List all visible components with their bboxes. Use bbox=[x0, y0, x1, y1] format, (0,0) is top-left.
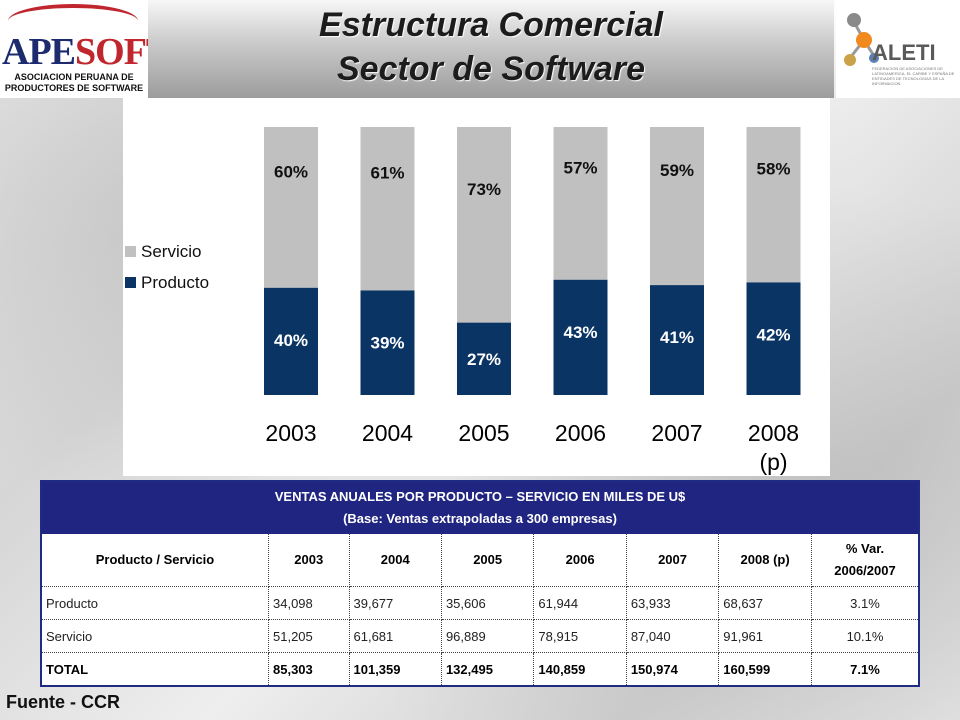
column-header: 2006 bbox=[533, 534, 627, 587]
legend-item-servicio: Servicio bbox=[125, 236, 209, 267]
data-label-servicio: 59% bbox=[660, 161, 694, 180]
bar-servicio-2007 bbox=[650, 127, 704, 286]
bar-servicio-2004 bbox=[360, 127, 415, 291]
x-tick-label: 2007 bbox=[651, 420, 702, 446]
stacked-bar-chart: 60% 40% 2003 61% 39% 2004 73% 27% 2005 57% 43% 2006… bbox=[264, 127, 801, 475]
table-row: Producto 34,098 39,677 35,606 61,944 63,933 68… bbox=[42, 586, 918, 620]
data-label-producto: 39% bbox=[370, 333, 404, 352]
table-cell: 34,098 bbox=[268, 586, 350, 620]
data-label-producto: 41% bbox=[660, 328, 694, 347]
table-cell: 39,677 bbox=[349, 586, 442, 620]
table-cell: 160,599 bbox=[718, 652, 812, 685]
bar-producto-2006 bbox=[553, 279, 608, 395]
aleti-wordmark: ALETI bbox=[872, 40, 936, 65]
apesoft-sub-line2: PRODUCTORES DE SOFTWARE bbox=[4, 83, 144, 93]
bar-producto-2008p bbox=[746, 282, 801, 395]
aleti-subtitle: FEDERACION DE ASOCIACIONES DE LATINOAMER… bbox=[872, 66, 955, 86]
x-tick-label: 2003 bbox=[265, 420, 316, 446]
bar-servicio-2008p bbox=[746, 127, 801, 283]
table-cell: 61,681 bbox=[349, 619, 442, 653]
apesoft-wordmark: APESOFT bbox=[2, 30, 171, 74]
table-caption-row: VENTAS ANUALES POR PRODUCTO – SERVICIO E… bbox=[42, 482, 918, 534]
data-label-servicio: 73% bbox=[467, 180, 501, 199]
bar-producto-2005 bbox=[457, 322, 511, 395]
variation-cell: 10.1% bbox=[811, 619, 918, 653]
table-cell: 85,303 bbox=[268, 652, 350, 685]
apesoft-subtitle: ASOCIACION PERUANA DE PRODUCTORES DE SOF… bbox=[4, 72, 144, 94]
data-label-servicio: 60% bbox=[274, 162, 308, 181]
page-title-line1: Estructura Comercial bbox=[319, 6, 663, 44]
data-label-servicio: 58% bbox=[756, 160, 790, 179]
variation-cell: 3.1% bbox=[811, 586, 918, 620]
x-tick-label: 2006 bbox=[555, 420, 606, 446]
table-cell: 78,915 bbox=[533, 619, 627, 653]
table-cell: 96,889 bbox=[441, 619, 535, 653]
row-label: Servicio bbox=[42, 619, 269, 653]
column-header: 2007 bbox=[626, 534, 720, 587]
table-cell: 63,933 bbox=[626, 586, 720, 620]
aleti-logo: ALETI FEDERACION DE ASOCIACIONES DE LATI… bbox=[836, 0, 960, 98]
title-band: Estructura Comercial Sector de Software bbox=[148, 0, 834, 98]
x-tick-label: 2005 bbox=[458, 420, 509, 446]
data-label-producto: 42% bbox=[756, 325, 790, 344]
data-label-servicio: 61% bbox=[370, 164, 404, 183]
page-title-line2: Sector de Software bbox=[337, 50, 645, 88]
table-caption-line1: VENTAS ANUALES POR PRODUCTO – SERVICIO E… bbox=[274, 489, 686, 504]
table-cell: 132,495 bbox=[441, 652, 535, 685]
apesoft-sub-line1: ASOCIACION PERUANA DE bbox=[14, 72, 134, 82]
table-row: Servicio 51,205 61,681 96,889 78,915 87,040 91… bbox=[42, 619, 918, 653]
x-tick-label: 2004 bbox=[362, 420, 413, 446]
legend-label-servicio: Servicio bbox=[141, 241, 202, 261]
source-note: Fuente - CCR bbox=[6, 692, 120, 712]
bar-producto-2003 bbox=[264, 287, 318, 395]
table-cell: 150,974 bbox=[626, 652, 720, 685]
table-cell: 101,359 bbox=[349, 652, 442, 685]
table-cell: 51,205 bbox=[268, 619, 350, 653]
bar-producto-2004 bbox=[360, 290, 415, 395]
sales-table: VENTAS ANUALES POR PRODUCTO – SERVICIO E… bbox=[42, 482, 918, 685]
table-cell: 140,859 bbox=[533, 652, 627, 685]
column-header: 2004 bbox=[349, 534, 442, 587]
table-cell: 35,606 bbox=[441, 586, 535, 620]
legend-item-producto: Producto bbox=[125, 267, 209, 298]
apesoft-word-part1: APE bbox=[2, 31, 76, 73]
sales-table-container: VENTAS ANUALES POR PRODUCTO – SERVICIO E… bbox=[40, 480, 920, 687]
table-cell: 87,040 bbox=[626, 619, 720, 653]
column-header: 2008 (p) bbox=[718, 534, 812, 587]
chart-panel: 60% 40% 2003 61% 39% 2004 73% 27% 2005 57% 43% 2006… bbox=[123, 98, 830, 476]
table-cell: 68,637 bbox=[718, 586, 812, 620]
bar-producto-2007 bbox=[650, 285, 704, 395]
column-header: Producto / Servicio bbox=[42, 534, 269, 587]
column-header: 2005 bbox=[441, 534, 535, 587]
row-label: Producto bbox=[42, 586, 269, 620]
data-label-producto: 40% bbox=[274, 331, 308, 350]
data-label-servicio: 57% bbox=[563, 158, 597, 177]
bar-servicio-2003 bbox=[264, 127, 318, 288]
data-label-producto: 43% bbox=[563, 323, 597, 342]
apesoft-logo: APESOFT ASOCIACION PERUANA DE PRODUCTORE… bbox=[0, 0, 171, 98]
bar-servicio-2006 bbox=[553, 127, 608, 280]
table-header-row: Producto / Servicio 2003 2004 2005 2006 2007 2… bbox=[42, 534, 918, 587]
column-header: 2003 bbox=[268, 534, 350, 587]
table-caption-line2: (Base: Ventas extrapoladas a 300 empresa… bbox=[343, 511, 617, 526]
apesoft-swoosh-icon bbox=[8, 4, 138, 38]
variation-cell: 7.1% bbox=[850, 661, 880, 677]
data-label-producto: 27% bbox=[467, 350, 501, 369]
molecule-icon bbox=[844, 13, 879, 66]
table-row: TOTAL 85,303 101,359 132,495 140,859 150,974 1… bbox=[42, 652, 918, 685]
bar-servicio-2005 bbox=[457, 127, 511, 323]
x-tick-label-line2: (p) bbox=[759, 449, 787, 475]
legend-swatch-servicio bbox=[125, 246, 136, 257]
x-tick-label: 2008 bbox=[748, 420, 799, 446]
table-cell: 61,944 bbox=[533, 586, 627, 620]
table-cell: 91,961 bbox=[718, 619, 812, 653]
legend-swatch-producto bbox=[125, 277, 136, 288]
column-header: % Var. 2006/2007 bbox=[811, 534, 918, 587]
chart-legend: Servicio Producto bbox=[125, 236, 209, 298]
row-label: TOTAL bbox=[42, 652, 269, 685]
header: APESOFT ASOCIACION PERUANA DE PRODUCTORE… bbox=[0, 0, 960, 98]
table-caption: VENTAS ANUALES POR PRODUCTO – SERVICIO E… bbox=[42, 482, 918, 534]
legend-label-producto: Producto bbox=[141, 272, 210, 292]
